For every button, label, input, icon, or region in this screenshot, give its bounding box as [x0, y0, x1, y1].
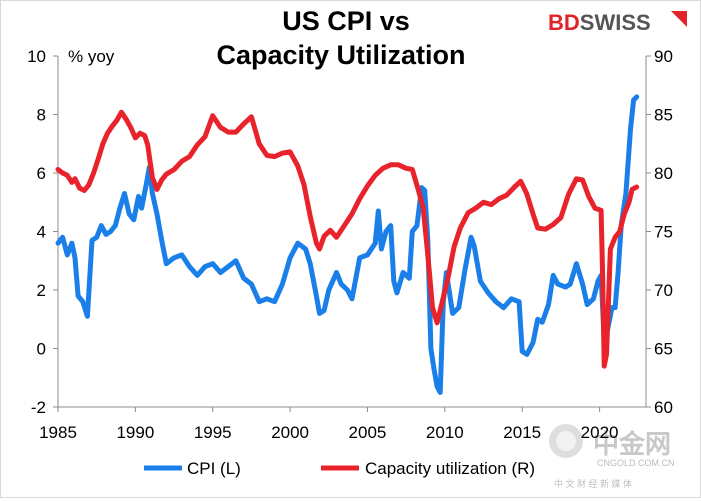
- left-axis-tick-label: 6: [37, 164, 46, 183]
- legend-label-cpi: CPI (L): [187, 459, 241, 478]
- brand-logo-swiss: SWISS: [580, 10, 651, 35]
- left-axis-unit-label: % yoy: [68, 47, 115, 66]
- right-axis-tick-label: 85: [654, 106, 673, 125]
- right-axis-tick-label: 60: [654, 398, 673, 417]
- left-axis-tick-label: 4: [37, 223, 46, 242]
- right-axis-tick-label: 75: [654, 223, 673, 242]
- watermark-url: CNGOLD.COM.CN: [597, 458, 675, 468]
- right-axis-tick-label: 90: [654, 47, 673, 66]
- cpi-series-line: [55, 94, 640, 395]
- axes: % yoy: [57, 47, 647, 408]
- right-axis-tick-label: 70: [654, 281, 673, 300]
- chart-title-line-2: Capacity Utilization: [216, 40, 465, 70]
- x-axis-tick-label: 2020: [581, 423, 619, 442]
- x-axis-tick-label: 1985: [39, 423, 77, 442]
- watermark-name: 中金网: [593, 429, 671, 459]
- x-axis-tick-label: 1995: [194, 423, 232, 442]
- watermark: 中金网 CNGOLD.COM.CN 中 文 财 经 新 媒 体: [549, 424, 675, 489]
- watermark-tagline: 中 文 财 经 新 媒 体: [554, 478, 632, 489]
- brand-logo-bd: BD: [548, 10, 580, 35]
- x-axis-tick-label: 2005: [349, 423, 387, 442]
- x-axis-tick-label: 2000: [271, 423, 309, 442]
- series-lines: [55, 94, 640, 395]
- tick-labels: -2 0 2 4 6 8 10 60 65 70 75 80 85 90 1985 1990 1995 2000 2…: [27, 47, 673, 442]
- left-axis-tick-label: 8: [37, 106, 46, 125]
- svg-text:BDSWISS: BDSWISS: [548, 10, 651, 35]
- brand-logo: BDSWISS: [548, 10, 687, 35]
- chart-title-line-1: US CPI vs: [282, 6, 410, 36]
- x-axis-tick-label: 1990: [116, 423, 154, 442]
- left-axis-tick-label: 0: [37, 340, 46, 359]
- legend-label-capacity: Capacity utilization (R): [365, 459, 535, 478]
- right-axis-tick-label: 80: [654, 164, 673, 183]
- x-axis-tick-label: 2015: [503, 423, 541, 442]
- x-axis-tick-label: 2010: [426, 423, 464, 442]
- left-axis-tick-label: 2: [37, 281, 46, 300]
- left-axis-tick-label: 10: [27, 47, 46, 66]
- capacity-utilization-series-line: [55, 109, 640, 369]
- legend: CPI (L) Capacity utilization (R): [144, 459, 535, 478]
- right-axis-tick-label: 65: [654, 340, 673, 359]
- brand-logo-mark: [671, 11, 687, 27]
- left-axis-tick-label: -2: [31, 398, 46, 417]
